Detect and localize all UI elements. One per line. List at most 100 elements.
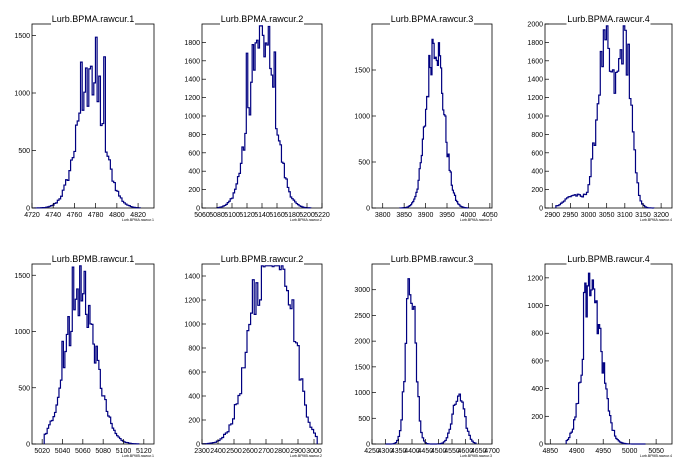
x-tick-label: 4820 (130, 212, 146, 219)
x-tick-label: 5220 (314, 212, 330, 219)
y-tick-label: 200 (531, 414, 543, 421)
x-tick-label: 3150 (635, 212, 651, 219)
x-tick-label: 5060 (75, 448, 91, 455)
y-tick-label: 600 (531, 358, 543, 365)
x-tick-label: 4000 (461, 212, 477, 219)
x-axis-label: Lurb.BPMA.rawcur.1 (122, 218, 154, 222)
x-tick-label: 5120 (136, 448, 152, 455)
plot-title: Lurb.BPMA.rawcur.2 (221, 14, 304, 24)
x-tick-label: 3850 (396, 212, 412, 219)
y-tick-label: 1500 (354, 364, 370, 371)
plot-title: Lurb.BPMA.rawcur.1 (52, 14, 135, 24)
title-box (51, 13, 135, 26)
x-tick-label: 4700 (484, 448, 500, 455)
y-tick-label: 0 (26, 206, 30, 213)
y-tick-label: 1200 (184, 95, 200, 102)
x-tick-label: 5050 (648, 448, 664, 455)
x-axis-label: Lurb.BPMA.rawcur.4 (640, 218, 672, 222)
x-tick-label: 3900 (418, 212, 434, 219)
plot-frame (31, 263, 155, 445)
title-box (566, 13, 651, 26)
plot-frame (544, 263, 673, 445)
title-box (220, 253, 304, 266)
x-tick-label: 4250 (364, 448, 380, 455)
y-tick-label: 500 (358, 416, 370, 423)
histogram-panel: Lurb.BPMB.rawcur.4 0 200 400 600 800 1000 1200 4… (527, 253, 673, 458)
y-tick-label: 1500 (14, 33, 30, 40)
x-axis-label: Lurb.BPMA.rawcur.2 (290, 218, 322, 222)
y-tick-label: 500 (18, 385, 30, 392)
y-tick-label: 1000 (14, 329, 30, 336)
x-tick-label: 2900 (290, 448, 306, 455)
x-tick-label: 4720 (24, 212, 40, 219)
x-tick-label: 4550 (444, 448, 460, 455)
y-tick-label: 400 (188, 169, 200, 176)
x-tick-label: 3200 (653, 212, 669, 219)
x-tick-label: 4600 (458, 448, 474, 455)
y-tick-label: 2500 (354, 313, 370, 320)
y-tick-label: 400 (188, 394, 200, 401)
x-tick-label: 5100 (116, 448, 132, 455)
x-tick-label: 2700 (258, 448, 274, 455)
y-tick-label: 400 (531, 169, 543, 176)
y-tick-label: 0 (196, 442, 200, 449)
x-tick-label: 5060 (194, 212, 210, 219)
title-box (220, 13, 304, 26)
y-tick-label: 1800 (184, 40, 200, 47)
y-tick-label: 200 (188, 187, 200, 194)
y-tick-label: 1200 (184, 298, 200, 305)
x-tick-label: 4050 (482, 212, 498, 219)
y-tick-label: 1200 (527, 95, 543, 102)
y-tick-label: 800 (188, 346, 200, 353)
title-box (390, 253, 474, 266)
y-tick-label: 1000 (527, 303, 543, 310)
x-tick-label: 2500 (226, 448, 242, 455)
x-tick-label: 2950 (563, 212, 579, 219)
y-tick-label: 1500 (14, 273, 30, 280)
y-tick-label: 500 (358, 160, 370, 167)
histogram-series (385, 278, 477, 445)
plot-title: Lurb.BPMB.rawcur.2 (221, 254, 304, 264)
x-tick-label: 3000 (581, 212, 597, 219)
x-tick-label: 4760 (67, 212, 83, 219)
x-tick-label: 4400 (404, 448, 420, 455)
histogram-panel: Lurb.BPMA.rawcur.3 0 500 1000 1500 3800 3850 39… (354, 13, 498, 222)
x-tick-label: 2600 (242, 448, 258, 455)
x-tick-label: 4450 (418, 448, 434, 455)
y-tick-label: 500 (18, 148, 30, 155)
x-tick-label: 2900 (544, 212, 560, 219)
x-tick-label: 4800 (109, 212, 125, 219)
histogram-series (399, 38, 470, 209)
y-tick-label: 1400 (184, 274, 200, 281)
histogram-panel: Lurb.BPMB.rawcur.3 0 500 1000 1500 2000 2500 30… (354, 253, 500, 458)
histogram-series (555, 25, 655, 209)
y-tick-label: 2000 (527, 22, 543, 29)
plot-frame (371, 263, 493, 445)
histogram-series (565, 272, 646, 445)
y-tick-label: 200 (188, 418, 200, 425)
y-tick-label: 1500 (354, 68, 370, 75)
x-tick-label: 4300 (378, 448, 394, 455)
histogram-series (216, 25, 312, 209)
x-tick-label: 4950 (595, 448, 611, 455)
x-tick-label: 3100 (617, 212, 633, 219)
x-tick-label: 4650 (471, 448, 487, 455)
plot-title: Lurb.BPMA.rawcur.3 (391, 14, 474, 24)
y-tick-label: 600 (188, 150, 200, 157)
x-tick-label: 4900 (569, 448, 585, 455)
histogram-series (33, 36, 141, 209)
y-tick-label: 600 (188, 370, 200, 377)
y-tick-label: 0 (366, 206, 370, 213)
title-box (51, 253, 135, 266)
x-tick-label: 2300 (194, 448, 210, 455)
x-axis-label: Lurb.BPMB.rawcur.1 (122, 454, 154, 458)
x-tick-label: 4850 (543, 448, 559, 455)
y-tick-label: 1000 (184, 114, 200, 121)
y-tick-label: 1400 (184, 77, 200, 84)
y-tick-label: 0 (366, 442, 370, 449)
y-tick-label: 1000 (527, 114, 543, 121)
x-tick-label: 5000 (622, 448, 638, 455)
plot-title: Lurb.BPMA.rawcur.4 (567, 14, 650, 24)
histogram-series (43, 265, 140, 445)
y-tick-label: 0 (196, 206, 200, 213)
